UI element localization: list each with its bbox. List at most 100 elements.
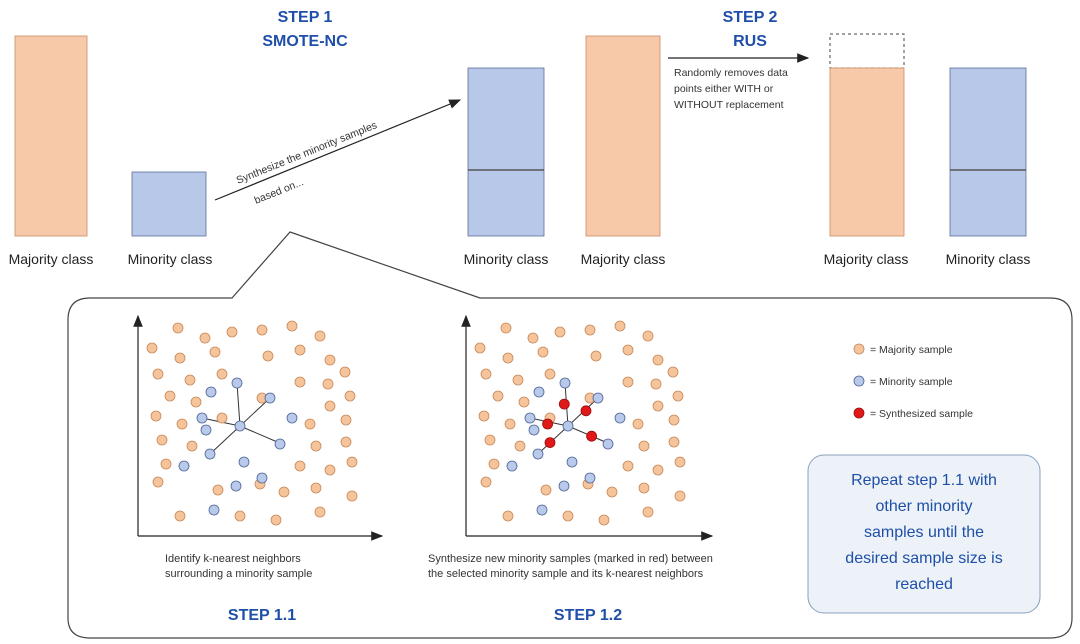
majority-sample-dot <box>502 352 514 364</box>
minority-sample-dot <box>506 460 518 472</box>
smote-majority-bar <box>585 35 661 237</box>
majority-sample-dot <box>216 412 228 424</box>
majority-sample-dot <box>199 332 211 344</box>
majority-sample-dot <box>310 482 322 494</box>
plot1-samples <box>146 320 358 526</box>
majority-sample-dot <box>488 458 500 470</box>
rus-majority-bar <box>829 67 905 237</box>
majority-sample-dot <box>176 418 188 430</box>
minority-sample-dot <box>602 438 614 450</box>
majority-sample-dot <box>518 396 530 408</box>
majority-sample-dot <box>632 418 644 430</box>
majority-sample-dot <box>527 332 539 344</box>
majority-sample-dot <box>590 350 602 362</box>
minority-sample-dot <box>558 480 570 492</box>
majority-sample-dot <box>324 464 336 476</box>
majority-sample-dot <box>294 460 306 472</box>
caption-step11-line1: Identify k-nearest neighbors <box>165 553 301 565</box>
minority-sample-dot <box>584 472 596 484</box>
minority-sample-dot <box>238 456 250 468</box>
smote-minority-bar <box>467 67 545 237</box>
majority-sample-dot <box>544 368 556 380</box>
minority-sample-dot <box>256 472 268 484</box>
majority-sample-dot <box>674 490 686 502</box>
minority-sample-dot <box>592 392 604 404</box>
majority-sample-dot <box>340 414 352 426</box>
repeat-line1: Repeat step 1.1 with <box>851 472 997 489</box>
majority-sample-dot <box>346 456 358 468</box>
majority-sample-dot <box>638 440 650 452</box>
majority-sample-dot <box>672 390 684 402</box>
majority-sample-dot <box>622 376 634 388</box>
legend-synth-label: = Synthesized sample <box>870 408 973 420</box>
minority-sample-dot <box>205 386 217 398</box>
minority-sample-dot <box>536 504 548 516</box>
synthesized-sample-dot <box>586 430 597 442</box>
minority-sample-dot <box>196 412 208 424</box>
repeat-note-box <box>807 454 1041 614</box>
minority-sample-dot <box>178 460 190 472</box>
majority-sample-dot <box>562 510 574 522</box>
neighbor-line <box>236 382 241 427</box>
majority-sample-dot <box>492 390 504 402</box>
legend-synth-dot <box>853 407 865 419</box>
rus-note-line3: WITHOUT replacement <box>674 99 784 111</box>
majority-sample-dot <box>514 440 526 452</box>
removed-portion-dashed <box>829 33 905 69</box>
majority-sample-dot <box>164 390 176 402</box>
majority-sample-dot <box>667 366 679 378</box>
step11-title: STEP 1.1 <box>228 607 296 624</box>
majority-sample-dot <box>226 326 238 338</box>
neighbor-line <box>239 397 271 427</box>
minority-sample-dot <box>524 412 536 424</box>
majority-sample-dot <box>152 476 164 488</box>
minority-sample-dot <box>566 456 578 468</box>
majority-sample-dot <box>674 456 686 468</box>
smote-majority-label: Majority class <box>581 251 666 267</box>
majority-sample-dot <box>152 368 164 380</box>
majority-sample-dot <box>614 320 626 332</box>
minority-sample-dot <box>264 392 276 404</box>
minority-sample-dot <box>528 424 540 436</box>
majority-sample-dot <box>310 440 322 452</box>
majority-sample-dot <box>652 400 664 412</box>
majority-sample-dot <box>322 378 334 390</box>
majority-sample-dot <box>324 400 336 412</box>
majority-sample-dot <box>642 506 654 518</box>
majority-sample-dot <box>150 410 162 422</box>
neighbor-line <box>209 425 241 455</box>
selected-minority-sample-dot <box>234 420 246 432</box>
majority-sample-dot <box>209 346 221 358</box>
plot2-samples <box>474 320 686 526</box>
legend-minority-label: = Minority sample <box>870 376 953 388</box>
majority-sample-dot <box>216 368 228 380</box>
initial-majority-label: Majority class <box>9 251 94 267</box>
majority-sample-dot <box>234 510 246 522</box>
majority-sample-dot <box>512 374 524 386</box>
majority-sample-dot <box>160 458 172 470</box>
majority-sample-dot <box>502 510 514 522</box>
majority-sample-dot <box>294 376 306 388</box>
majority-sample-dot <box>294 344 306 356</box>
caption-step11-line2: surrounding a minority sample <box>165 568 312 580</box>
plot-step11 <box>133 314 384 541</box>
majority-sample-dot <box>480 368 492 380</box>
repeat-line2: other minority <box>876 498 973 515</box>
majority-sample-dot <box>650 378 662 390</box>
smote-minority-label: Minority class <box>464 251 549 267</box>
majority-sample-dot <box>668 436 680 448</box>
synthesized-sample-dot <box>544 437 556 449</box>
majority-sample-dot <box>286 320 298 332</box>
majority-sample-dot <box>622 460 634 472</box>
majority-sample-dot <box>339 366 351 378</box>
majority-sample-dot <box>278 486 290 498</box>
synthesized-sample-dot <box>580 405 592 417</box>
repeat-line3: samples until the <box>864 524 984 541</box>
majority-sample-dot <box>606 486 618 498</box>
majority-sample-dot <box>174 510 186 522</box>
rus-minority-label: Minority class <box>946 251 1031 267</box>
step12-title: STEP 1.2 <box>554 607 622 624</box>
selected-minority-sample-dot <box>562 420 574 432</box>
majority-sample-dot <box>652 354 664 366</box>
